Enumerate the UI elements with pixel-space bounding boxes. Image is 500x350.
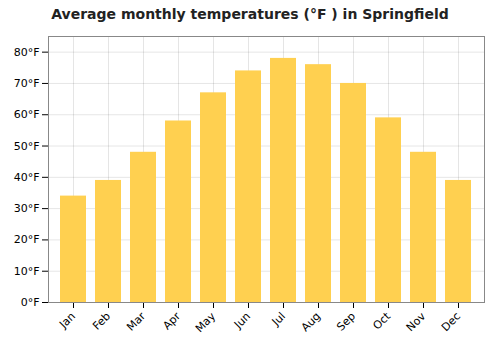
svg-text:Oct: Oct (370, 309, 393, 332)
svg-text:0°F: 0°F (21, 296, 40, 309)
svg-text:Sep: Sep (334, 310, 358, 334)
svg-text:30°F: 30°F (14, 202, 40, 215)
svg-text:80°F: 80°F (14, 46, 40, 59)
svg-text:Nov: Nov (404, 309, 429, 334)
svg-text:Feb: Feb (90, 310, 113, 333)
svg-text:50°F: 50°F (14, 140, 40, 153)
svg-text:Apr: Apr (160, 309, 183, 332)
svg-text:40°F: 40°F (14, 171, 40, 184)
svg-text:Jan: Jan (56, 310, 78, 332)
svg-text:20°F: 20°F (14, 233, 40, 246)
svg-text:Mar: Mar (124, 309, 148, 333)
svg-text:May: May (193, 309, 219, 335)
svg-text:70°F: 70°F (14, 77, 40, 90)
svg-text:60°F: 60°F (14, 108, 40, 121)
html-text:Average monthly temperatures (: Average monthly temperatures (°F ) in Sp… (51, 6, 449, 22)
svg-text:Aug: Aug (299, 310, 323, 334)
svg-text:Jun: Jun (231, 310, 253, 332)
svg-text:Jul: Jul (269, 310, 288, 329)
svg-text:Dec: Dec (439, 310, 463, 334)
svg-text:10°F: 10°F (14, 265, 40, 278)
